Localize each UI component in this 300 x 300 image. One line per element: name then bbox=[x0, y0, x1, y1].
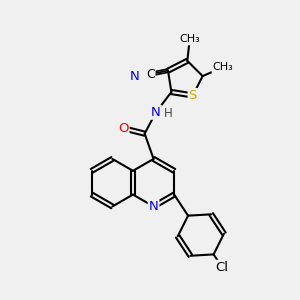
Text: N: N bbox=[151, 106, 161, 119]
Text: H: H bbox=[164, 107, 173, 120]
Text: CH₃: CH₃ bbox=[179, 34, 200, 44]
Text: Cl: Cl bbox=[216, 261, 229, 274]
Text: CH₃: CH₃ bbox=[212, 62, 233, 72]
Text: S: S bbox=[189, 89, 197, 102]
Text: N: N bbox=[130, 70, 140, 83]
Text: C: C bbox=[146, 68, 154, 81]
Text: O: O bbox=[118, 122, 128, 135]
Text: N: N bbox=[149, 200, 158, 213]
